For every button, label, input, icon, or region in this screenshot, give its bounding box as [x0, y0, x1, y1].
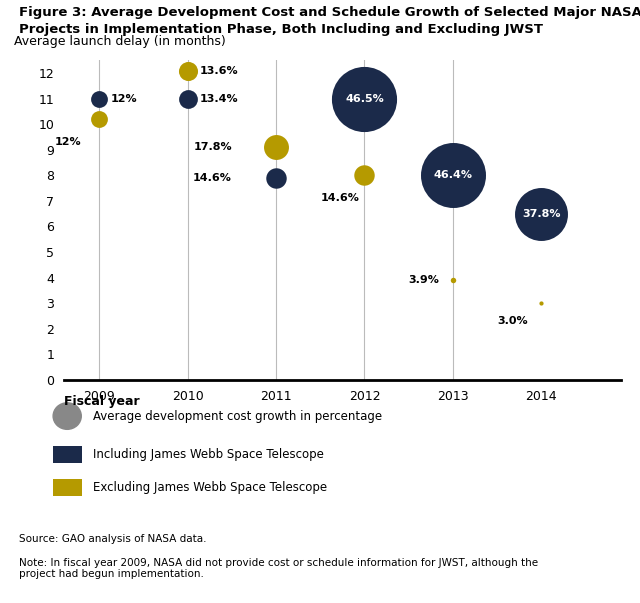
Text: 17.8%: 17.8% — [193, 142, 232, 152]
Text: Including James Webb Space Telescope: Including James Webb Space Telescope — [93, 447, 324, 461]
Point — [360, 94, 370, 104]
Point — [536, 298, 547, 308]
Point — [360, 171, 370, 180]
Point — [182, 66, 193, 75]
Point — [271, 173, 281, 183]
Text: Average development cost growth in percentage: Average development cost growth in perce… — [93, 409, 382, 423]
Point — [536, 209, 547, 218]
Text: Source: GAO analysis of NASA data.: Source: GAO analysis of NASA data. — [19, 534, 207, 544]
Text: 37.8%: 37.8% — [522, 209, 561, 219]
Text: 46.5%: 46.5% — [345, 93, 384, 104]
Text: 14.6%: 14.6% — [193, 173, 232, 183]
Text: Fiscal year: Fiscal year — [64, 395, 140, 408]
Point — [94, 115, 104, 124]
Point — [448, 171, 458, 180]
Y-axis label: Average launch delay (in months): Average launch delay (in months) — [14, 34, 226, 48]
Text: 14.6%: 14.6% — [320, 194, 359, 203]
Text: 13.6%: 13.6% — [199, 66, 238, 75]
Text: 46.4%: 46.4% — [433, 171, 472, 180]
Text: 3.0%: 3.0% — [497, 316, 528, 326]
Text: 3.9%: 3.9% — [409, 275, 440, 285]
Text: 13.4%: 13.4% — [199, 93, 238, 104]
Point — [271, 142, 281, 152]
Text: Figure 3: Average Development Cost and Schedule Growth of Selected Major NASA
Pr: Figure 3: Average Development Cost and S… — [19, 6, 640, 36]
Point — [182, 94, 193, 104]
Point — [448, 276, 458, 285]
Text: Excluding James Webb Space Telescope: Excluding James Webb Space Telescope — [93, 481, 327, 494]
Text: 12%: 12% — [55, 137, 82, 147]
Text: Note: In fiscal year 2009, NASA did not provide cost or schedule information for: Note: In fiscal year 2009, NASA did not … — [19, 558, 538, 579]
Text: 12%: 12% — [111, 93, 138, 104]
Point — [94, 94, 104, 104]
